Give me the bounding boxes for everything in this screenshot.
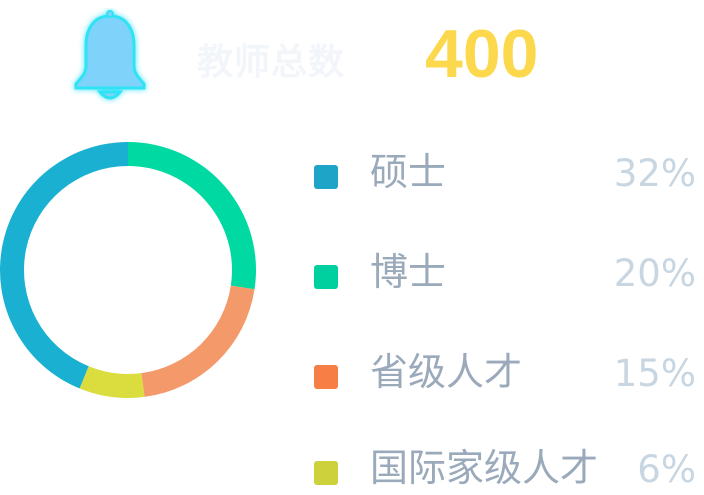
donut-slice-3 — [141, 285, 255, 397]
legend-item: 省级人才 15% — [314, 346, 704, 406]
total-teachers-value: 400 — [425, 16, 539, 92]
legend-item: 国际家级人才 6% — [314, 442, 704, 495]
legend-label: 博士 — [370, 250, 447, 294]
legend-percentage: 15% — [613, 352, 696, 395]
donut-slice-1 — [0, 142, 129, 389]
legend-label: 省级人才 — [370, 350, 523, 394]
legend-percentage: 20% — [613, 252, 696, 295]
total-teachers-label: 教师总数 — [197, 42, 346, 83]
legend-label: 硕士 — [370, 150, 447, 194]
legend-item: 博士 20% — [314, 246, 704, 306]
legend-swatch — [314, 165, 338, 189]
legend-percentage: 6% — [637, 448, 696, 491]
legend-item: 硕士 32% — [314, 146, 704, 206]
bell-icon — [74, 10, 146, 100]
legend-percentage: 32% — [613, 152, 696, 195]
legend-swatch — [314, 461, 338, 485]
legend-label: 国际家级人才 — [370, 446, 599, 490]
donut-slice-4 — [79, 366, 145, 398]
donut-chart — [0, 142, 256, 398]
donut-slice-2 — [128, 142, 256, 290]
legend-swatch — [314, 265, 338, 289]
legend-swatch — [314, 365, 338, 389]
